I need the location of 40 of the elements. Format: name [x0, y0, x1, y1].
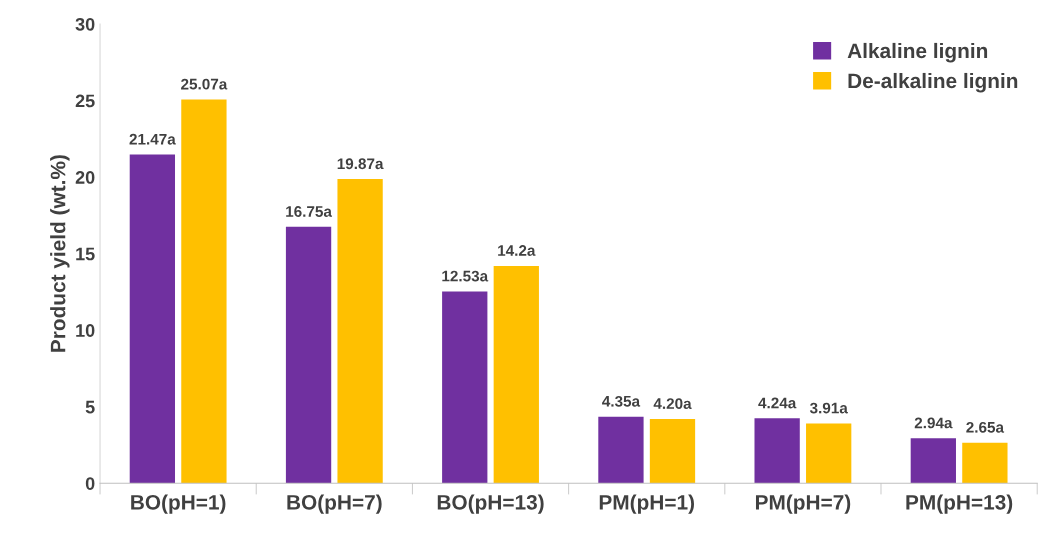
- data-label: 19.87a: [337, 158, 384, 170]
- legend-label: De-alkaline lignin: [848, 72, 1018, 93]
- x-tick-label: BO(pH=13): [437, 494, 544, 514]
- data-label: 3.91a: [809, 402, 848, 414]
- bar: [962, 442, 1008, 484]
- legend-label: Alkaline lignin: [847, 42, 988, 63]
- y-tick-label: 30: [75, 17, 95, 31]
- y-tick-label: 5: [85, 400, 95, 414]
- y-tick-label: 0: [85, 477, 95, 490]
- bar: [129, 154, 176, 484]
- y-axis-title: Product yield (wt.%): [50, 155, 70, 352]
- bar: [910, 438, 956, 484]
- x-tick-label: BO(pH=7): [287, 494, 382, 514]
- data-label: 4.35a: [602, 395, 641, 407]
- x-tick-label: BO(pH=1): [131, 494, 226, 514]
- data-label: 4.24a: [758, 397, 797, 409]
- data-label: 25.07a: [181, 78, 228, 90]
- data-label: 12.53a: [442, 270, 489, 282]
- bar: [806, 423, 852, 484]
- data-label: 16.75a: [286, 206, 333, 217]
- bar: [181, 99, 227, 484]
- y-tick-label: 15: [76, 247, 95, 261]
- y-tick-label: 10: [76, 324, 95, 337]
- data-label: 21.47a: [129, 133, 176, 145]
- y-tick-label: 25: [75, 94, 95, 108]
- y-tick-label: 20: [75, 171, 95, 184]
- data-label: 4.20a: [653, 398, 692, 410]
- data-label: 2.65a: [966, 421, 1005, 433]
- bar: [493, 265, 539, 484]
- x-tick-label: PM(pH=1): [599, 494, 695, 514]
- bar: [285, 226, 332, 484]
- data-label: 14.2a: [498, 245, 536, 256]
- bar: [442, 291, 488, 484]
- data-label: 2.94a: [914, 417, 953, 429]
- bar: [598, 416, 644, 484]
- x-tick-label: PM(pH=13): [906, 494, 1013, 514]
- bar: [649, 418, 696, 484]
- x-tick-label: PM(pH=7): [755, 494, 851, 514]
- bar: [337, 179, 383, 484]
- bar: [754, 418, 800, 484]
